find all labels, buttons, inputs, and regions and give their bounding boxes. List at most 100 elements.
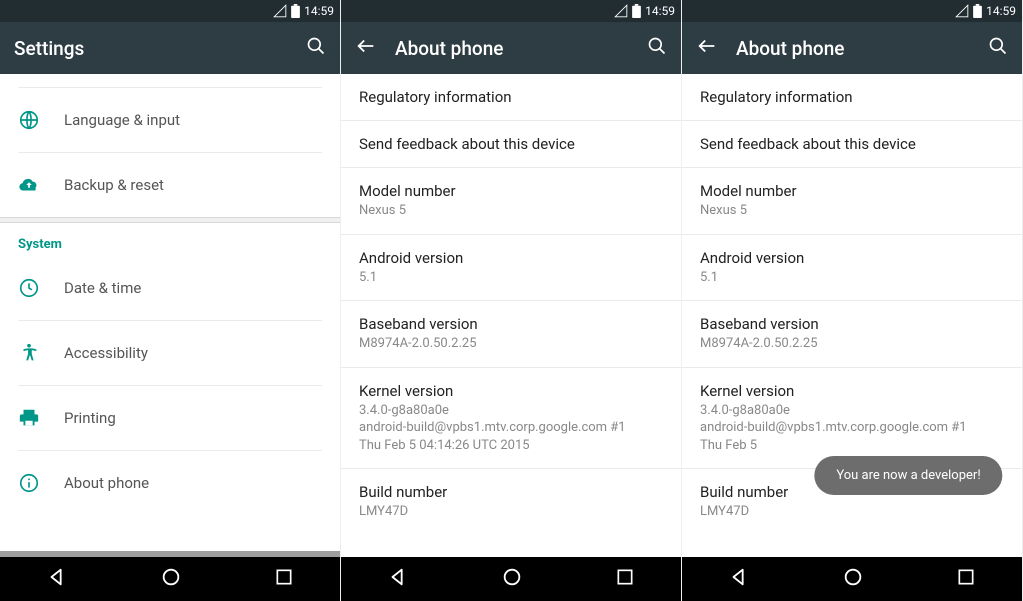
nav-bar <box>341 557 681 601</box>
status-time: 14:59 <box>986 4 1016 18</box>
item-android-version[interactable]: Android version 5.1 <box>682 235 1022 302</box>
status-time: 14:59 <box>304 4 334 18</box>
item-label: Accessibility <box>64 344 148 362</box>
battery-icon <box>632 4 641 18</box>
item-value: 5.1 <box>359 269 663 287</box>
item-title: Kernel version <box>700 382 1004 400</box>
top-divider <box>18 74 322 88</box>
item-kernel[interactable]: Kernel version 3.4.0-g8a80a0e android-bu… <box>682 368 1022 470</box>
item-value: LMY47D <box>700 503 1004 521</box>
nav-bar <box>682 557 1022 601</box>
item-build[interactable]: Build number LMY47D <box>341 469 681 535</box>
item-model[interactable]: Model number Nexus 5 <box>682 168 1022 235</box>
item-label: Date & time <box>64 279 141 297</box>
nav-back-icon[interactable] <box>387 566 409 592</box>
search-icon[interactable] <box>647 36 667 60</box>
kernel-line1: 3.4.0-g8a80a0e <box>359 403 449 418</box>
search-icon[interactable] <box>306 36 326 60</box>
item-about-phone[interactable]: About phone <box>0 451 340 515</box>
item-date-time[interactable]: Date & time <box>0 256 340 320</box>
page-title: About phone <box>736 37 970 60</box>
item-android-version[interactable]: Android version 5.1 <box>341 235 681 302</box>
kernel-line3: Thu Feb 5 <box>700 438 757 453</box>
signal-icon <box>273 4 287 18</box>
page-title: Settings <box>14 37 288 60</box>
back-icon[interactable] <box>696 35 718 61</box>
printer-icon <box>18 407 40 429</box>
developer-toast: You are now a developer! <box>814 456 1002 495</box>
item-feedback[interactable]: Send feedback about this device <box>682 121 1022 168</box>
info-icon <box>18 472 40 494</box>
status-time: 14:59 <box>645 4 675 18</box>
item-title: Android version <box>359 249 663 267</box>
item-title: Kernel version <box>359 382 663 400</box>
page-title: About phone <box>395 37 629 60</box>
phone-settings: 14:59 Settings Language & input Backup &… <box>0 0 341 601</box>
search-icon[interactable] <box>988 36 1008 60</box>
phone-about: 14:59 About phone Regulatory information… <box>341 0 682 601</box>
item-baseband[interactable]: Baseband version M8974A-2.0.50.2.25 <box>341 301 681 368</box>
item-title: Android version <box>700 249 1004 267</box>
item-value: M8974A-2.0.50.2.25 <box>359 335 663 353</box>
item-value: LMY47D <box>359 503 663 521</box>
item-baseband[interactable]: Baseband version M8974A-2.0.50.2.25 <box>682 301 1022 368</box>
action-bar: About phone <box>682 22 1022 74</box>
accessibility-icon <box>18 342 40 364</box>
item-title: Baseband version <box>700 315 1004 333</box>
item-kernel[interactable]: Kernel version 3.4.0-g8a80a0e android-bu… <box>341 368 681 470</box>
nav-back-icon[interactable] <box>46 566 68 592</box>
item-title: Model number <box>359 182 663 200</box>
signal-icon <box>955 4 969 18</box>
clock-icon <box>18 277 40 299</box>
battery-icon <box>973 4 982 18</box>
item-value: M8974A-2.0.50.2.25 <box>700 335 1004 353</box>
settings-list: Language & input Backup & reset System D… <box>0 74 340 557</box>
item-feedback[interactable]: Send feedback about this device <box>341 121 681 168</box>
nav-home-icon[interactable] <box>160 566 182 592</box>
kernel-line3: Thu Feb 5 04:14:26 UTC 2015 <box>359 438 530 453</box>
action-bar: About phone <box>341 22 681 74</box>
item-value: Nexus 5 <box>359 202 663 220</box>
item-printing[interactable]: Printing <box>0 386 340 450</box>
phone-about-toast: 14:59 About phone Regulatory information… <box>682 0 1023 601</box>
item-value: 3.4.0-g8a80a0e android-build@vpbs1.mtv.c… <box>700 402 1004 455</box>
nav-home-icon[interactable] <box>501 566 523 592</box>
item-title: Send feedback about this device <box>700 135 1004 153</box>
bottom-shadow <box>0 551 340 557</box>
globe-icon <box>18 109 40 131</box>
back-icon[interactable] <box>355 35 377 61</box>
item-label: Language & input <box>64 111 180 129</box>
item-value: 3.4.0-g8a80a0e android-build@vpbs1.mtv.c… <box>359 402 663 455</box>
about-list: Regulatory information Send feedback abo… <box>341 74 681 557</box>
item-title: Baseband version <box>359 315 663 333</box>
item-regulatory[interactable]: Regulatory information <box>341 74 681 121</box>
cloud-upload-icon <box>18 174 40 196</box>
item-backup-reset[interactable]: Backup & reset <box>0 153 340 217</box>
item-title: Build number <box>359 483 663 501</box>
item-label: Backup & reset <box>64 176 164 194</box>
about-list: Regulatory information Send feedback abo… <box>682 74 1022 557</box>
signal-icon <box>614 4 628 18</box>
item-title: Regulatory information <box>359 88 663 106</box>
item-language-input[interactable]: Language & input <box>0 88 340 152</box>
item-value: Nexus 5 <box>700 202 1004 220</box>
item-label: About phone <box>64 474 149 492</box>
item-label: Printing <box>64 409 116 427</box>
kernel-line2: android-build@vpbs1.mtv.corp.google.com … <box>700 420 967 435</box>
nav-recent-icon[interactable] <box>615 567 635 591</box>
nav-bar <box>0 557 340 601</box>
kernel-line2: android-build@vpbs1.mtv.corp.google.com … <box>359 420 626 435</box>
nav-back-icon[interactable] <box>728 566 750 592</box>
status-bar: 14:59 <box>682 0 1022 22</box>
item-value: 5.1 <box>700 269 1004 287</box>
kernel-line1: 3.4.0-g8a80a0e <box>700 403 790 418</box>
nav-recent-icon[interactable] <box>956 567 976 591</box>
nav-recent-icon[interactable] <box>274 567 294 591</box>
item-model[interactable]: Model number Nexus 5 <box>341 168 681 235</box>
item-accessibility[interactable]: Accessibility <box>0 321 340 385</box>
item-title: Model number <box>700 182 1004 200</box>
item-regulatory[interactable]: Regulatory information <box>682 74 1022 121</box>
status-bar: 14:59 <box>0 0 340 22</box>
section-header-system: System <box>0 223 340 256</box>
nav-home-icon[interactable] <box>842 566 864 592</box>
